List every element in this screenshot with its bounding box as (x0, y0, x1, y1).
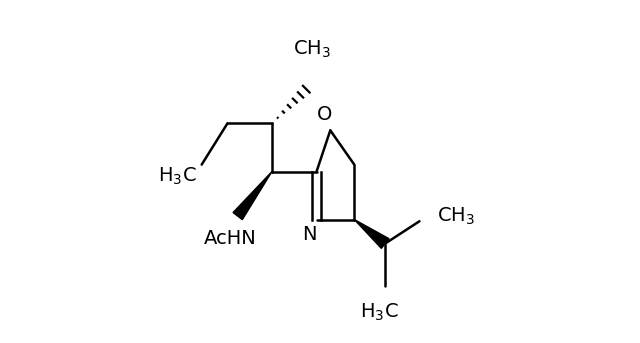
Text: AcHN: AcHN (204, 229, 257, 248)
Text: H$_3$C: H$_3$C (360, 302, 398, 323)
Text: H$_3$C: H$_3$C (158, 166, 197, 187)
Polygon shape (355, 220, 389, 248)
Text: CH$_3$: CH$_3$ (436, 206, 475, 227)
Text: N: N (302, 225, 316, 245)
Text: CH$_3$: CH$_3$ (294, 39, 332, 60)
Text: O: O (317, 105, 332, 125)
Polygon shape (233, 172, 272, 220)
